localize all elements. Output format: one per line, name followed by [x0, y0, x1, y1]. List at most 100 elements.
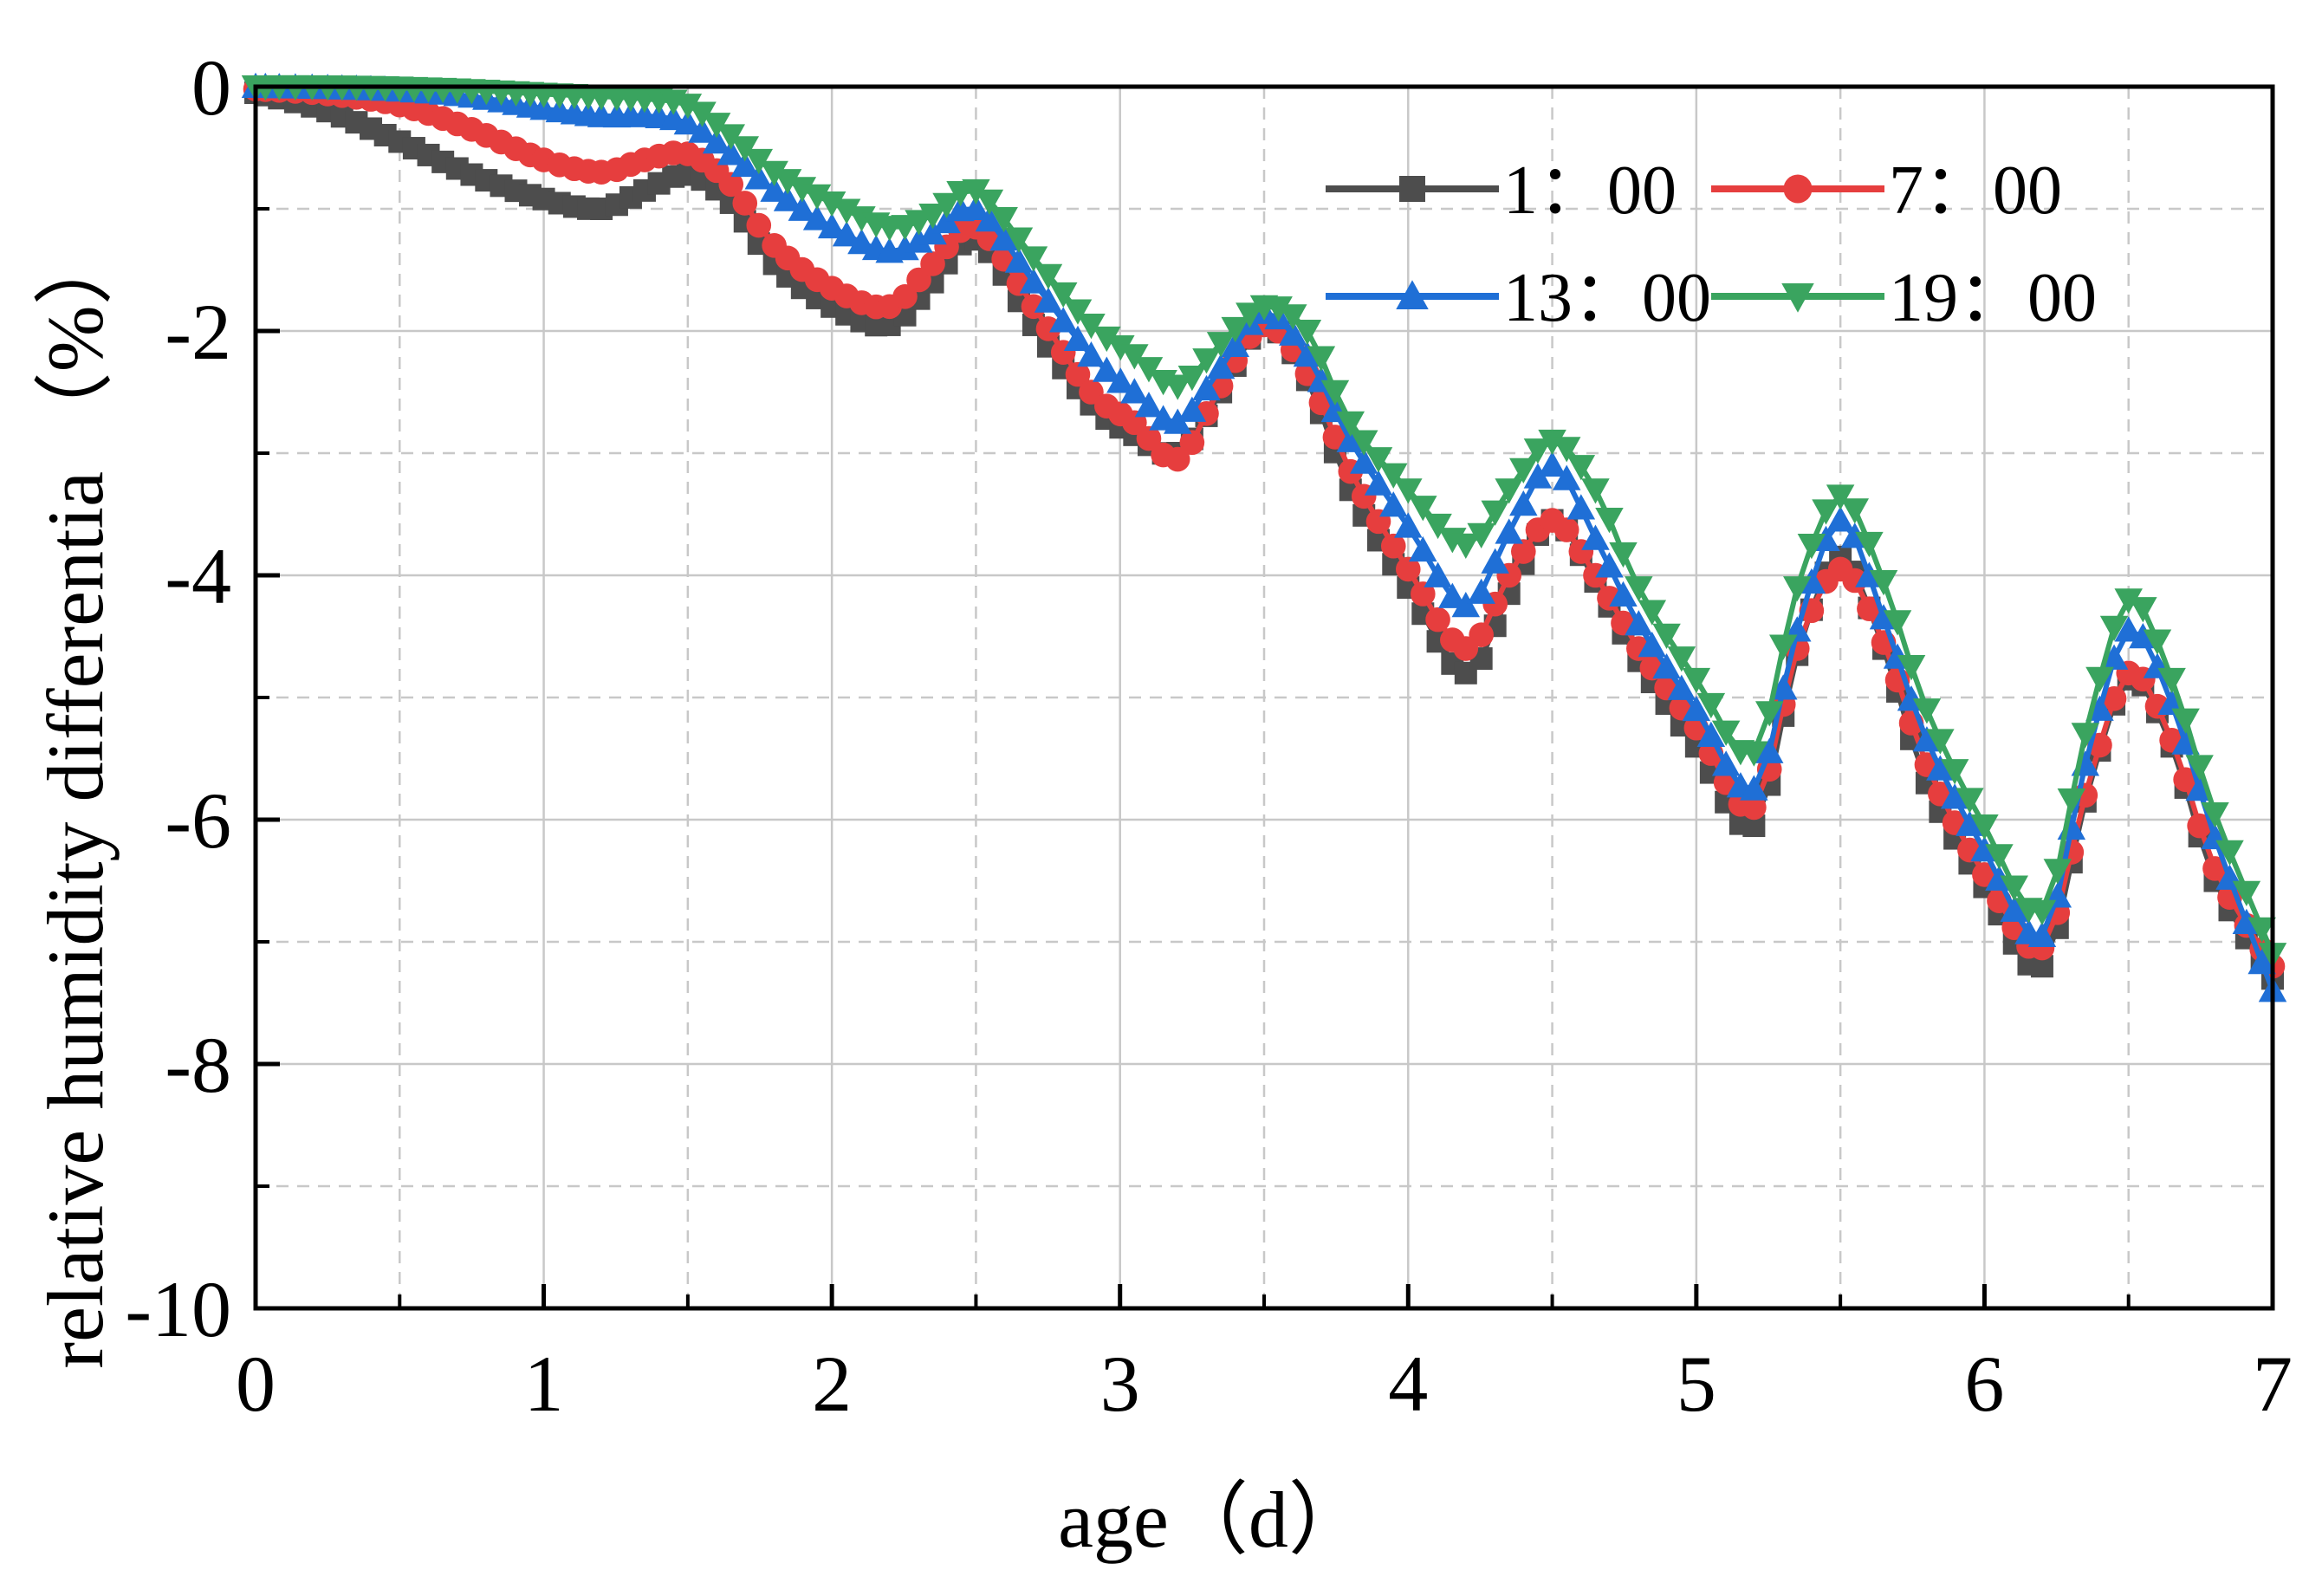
data-point	[717, 139, 745, 165]
y-tick-label: 0	[191, 43, 231, 132]
data-point	[2000, 875, 2028, 901]
data-point	[2173, 767, 2198, 793]
data-point	[962, 194, 990, 220]
data-point	[1595, 552, 1624, 578]
data-point	[1394, 478, 1423, 504]
data-point	[1940, 783, 1969, 809]
data-point	[1609, 542, 1638, 568]
data-point	[1652, 652, 1681, 679]
data-point	[1409, 535, 1437, 562]
data-point	[1912, 698, 1942, 724]
data-point	[2071, 723, 2100, 749]
data-point	[2215, 840, 2244, 866]
data-point	[1438, 582, 1467, 608]
data-point	[918, 218, 947, 245]
data-point	[1740, 775, 1768, 801]
data-point	[1625, 610, 1653, 636]
legend: 1：00 7：00 13：00 19：00	[1326, 152, 2097, 336]
y-tick-label: -2	[165, 288, 231, 376]
data-point	[1206, 332, 1236, 358]
data-point	[1364, 447, 1393, 473]
data-point	[2143, 629, 2172, 655]
data-point	[1336, 426, 1365, 452]
data-point	[932, 207, 961, 234]
data-point	[1553, 517, 1579, 542]
data-point	[1136, 425, 1162, 451]
ticks: 0 1 2 3 4 5 6 7 0 -2 -4 -6 -8 -10	[125, 43, 2293, 1428]
data-point	[2247, 917, 2276, 944]
data-point	[1349, 430, 1378, 456]
data-point	[1424, 513, 1452, 540]
data-point	[1812, 499, 1840, 525]
x-tick-label: 0	[236, 1340, 276, 1428]
data-point	[702, 113, 731, 139]
data-point	[1364, 470, 1393, 496]
data-point	[1652, 623, 1681, 649]
data-point	[1093, 356, 1121, 382]
data-point	[1279, 320, 1307, 346]
legend-marker	[1399, 176, 1425, 202]
data-point	[1523, 438, 1553, 464]
x-axis-title: age（d）	[1058, 1476, 1368, 1564]
data-point	[1077, 313, 1106, 340]
data-point	[892, 284, 918, 309]
data-point	[1021, 294, 1047, 320]
y-tick-label: -8	[165, 1021, 231, 1109]
data-point	[1106, 367, 1135, 393]
data-point	[1206, 354, 1236, 380]
data-point	[1682, 667, 1711, 694]
data-point	[2232, 880, 2261, 906]
data-point	[1004, 227, 1034, 253]
data-point	[920, 251, 945, 276]
data-point	[688, 101, 717, 127]
data-point	[1425, 607, 1450, 633]
data-point	[1411, 581, 1436, 607]
series-layer	[241, 72, 2287, 1002]
data-point	[1034, 263, 1063, 290]
data-point	[1409, 496, 1437, 522]
data-point	[2099, 644, 2129, 670]
data-point	[773, 185, 802, 211]
data-point	[2000, 896, 2028, 922]
data-point	[1826, 484, 1855, 510]
data-point	[1581, 524, 1610, 550]
data-point	[1349, 448, 1378, 474]
data-point	[802, 204, 832, 230]
legend-marker	[1783, 174, 1813, 204]
data-point	[1467, 522, 1495, 548]
data-point	[1063, 325, 1093, 352]
data-point	[1754, 701, 1784, 727]
data-point	[1985, 844, 2014, 870]
data-point	[1163, 374, 1192, 400]
data-point	[918, 204, 947, 230]
data-point	[1538, 451, 1566, 477]
data-point	[1451, 592, 1481, 618]
data-point	[1638, 631, 1667, 658]
data-point	[1495, 478, 1523, 504]
data-point	[1395, 556, 1421, 582]
data-point	[891, 234, 919, 261]
data-point	[2027, 921, 2057, 947]
data-point	[702, 128, 731, 154]
y-tick-label: -10	[125, 1265, 231, 1353]
data-point	[760, 160, 788, 186]
data-point	[1581, 478, 1610, 504]
legend-label: 13：00	[1503, 260, 1711, 336]
data-point	[1065, 361, 1091, 387]
data-point	[1742, 795, 1767, 821]
data-point	[1019, 268, 1048, 294]
data-point	[1783, 576, 1812, 602]
series-4	[241, 75, 2287, 969]
data-point	[989, 225, 1018, 251]
data-point	[1236, 302, 1264, 328]
legend-marker	[1781, 283, 1814, 313]
data-point	[1696, 721, 1726, 747]
data-point	[1293, 341, 1322, 367]
data-point	[1840, 498, 1870, 524]
data-point	[1293, 320, 1322, 346]
data-point	[1394, 512, 1423, 538]
data-point	[1970, 814, 1999, 840]
data-point	[1682, 695, 1711, 722]
data-point	[1696, 692, 1726, 719]
data-point	[1768, 674, 1798, 700]
